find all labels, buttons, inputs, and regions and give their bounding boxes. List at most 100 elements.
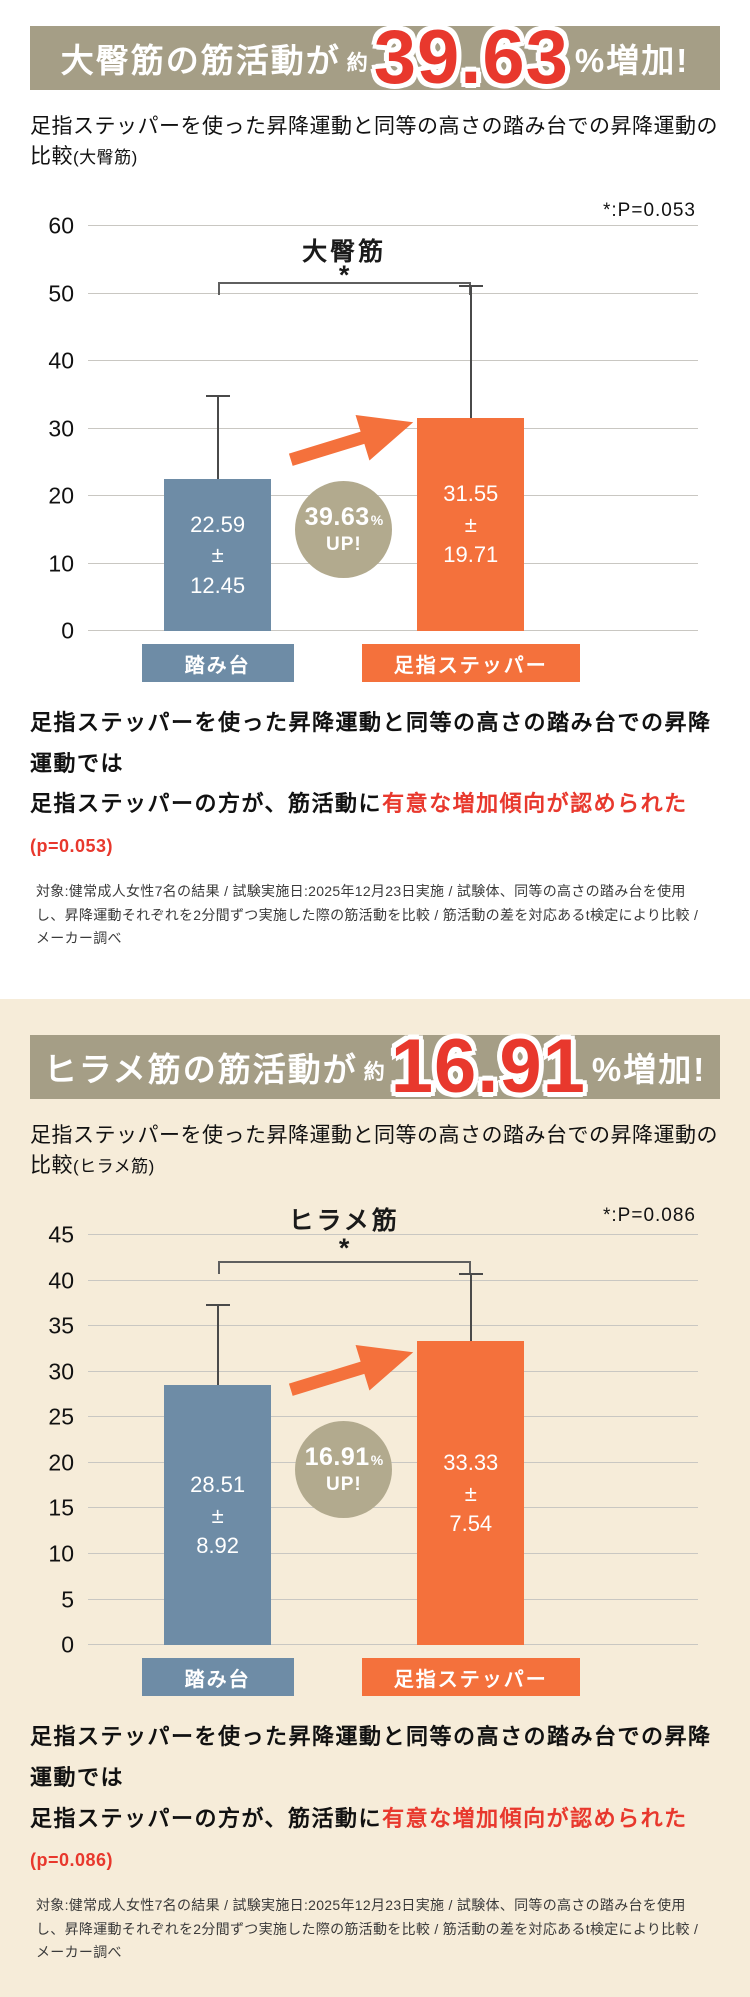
- p-value-note: *:P=0.053: [603, 200, 696, 221]
- gridline: [88, 1279, 698, 1281]
- up-badge-label: UP!: [326, 1474, 362, 1496]
- up-badge-number-row: 39.63 %: [305, 503, 384, 532]
- up-badge-percent: %: [370, 1452, 384, 1469]
- bar-sd: 8.92: [196, 1533, 240, 1559]
- y-tick-label: 40: [48, 1267, 74, 1294]
- gridline: [88, 495, 698, 497]
- chart-title: ヒラメ筋: [288, 1207, 400, 1236]
- category-label-toe-stepper: 足指ステッパー: [361, 644, 580, 682]
- y-tick-label: 60: [48, 212, 74, 239]
- bar-mean: 28.51: [190, 1472, 246, 1498]
- plus-minus: ±: [211, 1502, 224, 1528]
- p-value-note: *:P=0.086: [603, 1205, 696, 1227]
- gridline: [88, 1416, 698, 1418]
- y-tick-label: 15: [48, 1494, 74, 1521]
- significance-star: *: [338, 1233, 350, 1264]
- section-gluteus: 大臀筋の筋活動が 約 39.63 %増加! 足指ステッパーを使った昇降運動と同等…: [0, 0, 750, 983]
- y-tick-label: 25: [48, 1403, 74, 1430]
- gridline: [88, 1553, 698, 1555]
- bar-sd: 7.54: [449, 1511, 493, 1537]
- result-line1: 足指ステッパーを使った昇降運動と同等の高さの踏み台での昇降運動では: [30, 710, 712, 776]
- plus-minus: ±: [464, 511, 477, 537]
- up-badge-number: 16.91: [304, 1443, 370, 1472]
- gridline: [88, 562, 698, 564]
- footnote: 対象:健常成人女性7名の結果 / 試験実施日:2025年12月23日実施 / 試…: [36, 1896, 699, 1961]
- result-line2: 足指ステッパーの方が、筋活動に有意な増加傾向が認められた (p=0.053): [30, 784, 720, 865]
- y-tick-label: 30: [48, 1358, 74, 1385]
- plot-area: *:P=0.086 ヒラメ筋 * 28.51 ± 8.92 33.33 ± 7.…: [88, 1205, 698, 1697]
- y-tick-label: 50: [48, 280, 74, 306]
- result-line2-black: 足指ステッパーの方が、筋活動に: [30, 1805, 383, 1831]
- up-badge-label: UP!: [326, 534, 362, 556]
- gridline: [88, 1598, 698, 1600]
- headline-suffix: %増加!: [591, 1051, 707, 1089]
- headline-approx: 約: [363, 1061, 385, 1085]
- y-tick-label: 10: [48, 550, 74, 577]
- y-tick-label: 0: [61, 617, 74, 644]
- headline-approx: 約: [346, 52, 368, 75]
- headline-number: 16.91: [390, 1023, 586, 1109]
- gridline: [88, 630, 698, 631]
- bar-sd: 12.45: [190, 572, 246, 598]
- headline-prefix: 大臀筋の筋活動が: [60, 42, 341, 79]
- error-bar: [216, 1304, 219, 1386]
- bar-chart-gluteus: 0 10 20 30 40 50 60 *:P=0.053 大臀筋 * 22.59 ± 12…: [30, 200, 714, 682]
- error-bar: [469, 285, 472, 419]
- gridline: [88, 1507, 698, 1509]
- y-tick-label: 20: [48, 482, 74, 509]
- gridline: [88, 1461, 698, 1463]
- y-tick-label: 10: [48, 1540, 74, 1567]
- bar-value-label: 22.59 ± 12.45: [190, 511, 245, 600]
- up-badge: 16.91 % UP!: [295, 1421, 393, 1519]
- significance-star: *: [338, 260, 350, 290]
- y-tick-label: 0: [61, 1631, 74, 1658]
- gridline: [88, 225, 698, 226]
- bar-value-label: 33.33 ± 7.54: [443, 1449, 498, 1538]
- bar-toe-stepper: 31.55 ± 19.71: [417, 285, 525, 631]
- gridline: [88, 360, 698, 362]
- increase-arrow-icon: [289, 1345, 414, 1397]
- gridline: [88, 1644, 698, 1646]
- plus-minus: ±: [464, 1480, 477, 1506]
- bar-value-label: 28.51 ± 8.92: [190, 1471, 245, 1560]
- up-badge: 39.63 % UP!: [295, 481, 393, 579]
- result-line1: 足指ステッパーを使った昇降運動と同等の高さの踏み台での昇降運動では: [30, 1724, 712, 1790]
- result-line2-red: 有意な増加傾向が認められた: [382, 1805, 688, 1831]
- subtitle-main: 足指ステッパーを使った昇降運動と同等の高さの踏み台での昇降運動の比較: [30, 1124, 718, 1178]
- subtitle-paren: (ヒラメ筋): [73, 1157, 155, 1177]
- up-badge-number: 39.63: [304, 503, 370, 532]
- y-tick-label: 5: [61, 1586, 74, 1613]
- y-tick-label: 30: [48, 415, 74, 441]
- headline-banner: 大臀筋の筋活動が 約 39.63 %増加!: [30, 19, 720, 95]
- bar-mean: 22.59: [190, 511, 246, 537]
- up-badge-percent: %: [370, 512, 384, 529]
- chart-subtitle: 足指ステッパーを使った昇降運動と同等の高さの踏み台での昇降運動の比較(大臀筋): [30, 110, 720, 170]
- increase-arrow-icon: [289, 415, 414, 466]
- y-tick-label: 45: [48, 1221, 74, 1248]
- result-line2-red: 有意な増加傾向が認められた: [382, 791, 688, 817]
- gridline: [88, 1234, 698, 1236]
- bar-sd: 19.71: [443, 542, 499, 568]
- headline-suffix: %増加!: [574, 42, 690, 79]
- result-p-value: (p=0.086): [30, 1850, 114, 1871]
- subtitle-paren: (大臀筋): [73, 148, 138, 167]
- subtitle-main: 足指ステッパーを使った昇降運動と同等の高さの踏み台での昇降運動の比較: [30, 115, 718, 168]
- error-bar: [216, 394, 219, 479]
- y-tick-label: 35: [48, 1312, 74, 1339]
- bar-mean: 31.55: [443, 481, 499, 507]
- significance-bracket: [217, 1261, 471, 1275]
- category-label-toe-stepper: 足指ステッパー: [361, 1658, 580, 1697]
- gridline: [88, 1325, 698, 1327]
- bar-value-label: 31.55 ± 19.71: [443, 480, 498, 569]
- chart-subtitle: 足指ステッパーを使った昇降運動と同等の高さの踏み台での昇降運動の比較(ヒラメ筋): [30, 1119, 720, 1179]
- result-text: 足指ステッパーを使った昇降運動と同等の高さの踏み台での昇降運動では 足指ステッパ…: [30, 1717, 720, 1880]
- result-line2: 足指ステッパーの方が、筋活動に有意な増加傾向が認められた (p=0.086): [30, 1799, 720, 1880]
- up-badge-number-row: 16.91 %: [305, 1443, 384, 1472]
- error-bar: [469, 1272, 472, 1342]
- plot-area: *:P=0.053 大臀筋 * 22.59 ± 12.45 31.55 ± 19…: [88, 200, 698, 682]
- section-soleus: ヒラメ筋の筋活動が 約 16.91 %増加! 足指ステッパーを使った昇降運動と同…: [0, 999, 750, 1997]
- bar-chart-soleus: 0 5 10 15 20 25 30 35 40 45 *:P=0.086 ヒラメ筋 * 28.5…: [30, 1205, 714, 1697]
- gridline: [88, 1370, 698, 1372]
- category-label-step-platform: 踏み台: [141, 1658, 294, 1697]
- y-axis: 0 10 20 30 40 50 60: [30, 214, 88, 642]
